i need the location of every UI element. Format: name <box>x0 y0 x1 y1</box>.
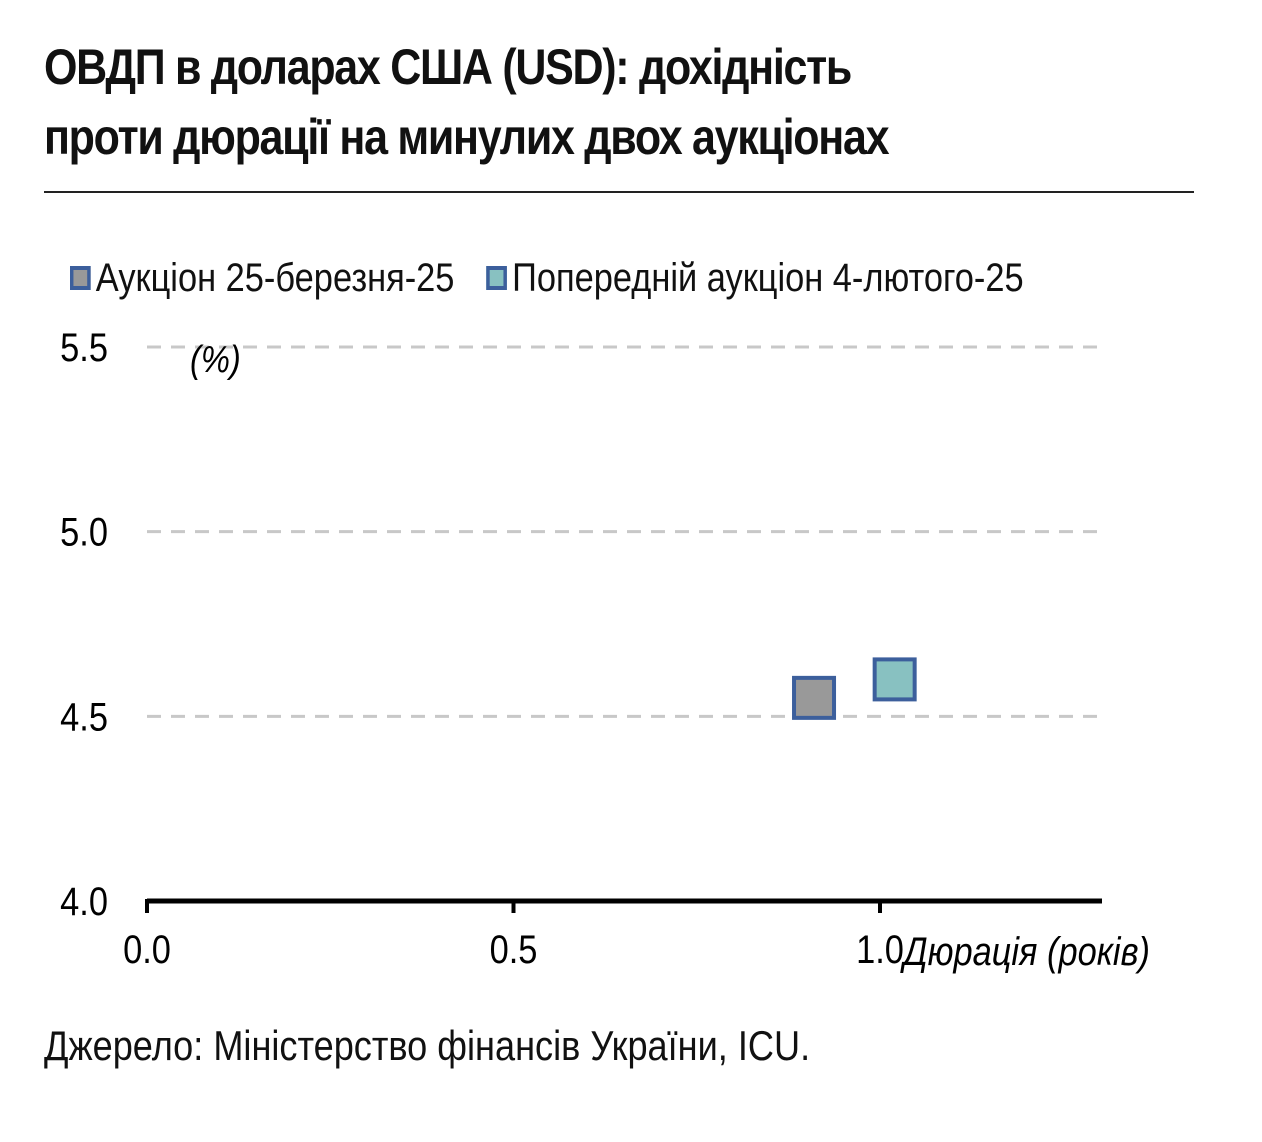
y-tick-label: 4.0 <box>60 879 108 924</box>
chart-title-line-2: проти дюрації на минулих двох аукціонах <box>44 109 890 165</box>
y-tick-label: 4.5 <box>60 694 108 739</box>
y-tick-label: 5.5 <box>60 325 108 370</box>
chart-title: ОВДП в доларах США (USD): дохідність про… <box>44 32 1033 172</box>
scatter-chart: 4.0 4.5 5.0 5.5 0.0 0.5 1.0 (%) Дюрація (рокі… <box>60 325 1150 974</box>
grid-lines <box>147 345 1102 718</box>
source-note: Джерело: Міністерство фінансів України, … <box>44 1022 811 1069</box>
legend-swatch-february <box>486 266 508 290</box>
legend-label-march: Аукціон 25-березня-25 <box>95 255 455 300</box>
y-axis-ticks: 4.0 4.5 5.0 5.5 <box>60 325 108 924</box>
point-march-auction <box>792 675 837 720</box>
legend-item-march: Аукціон 25-березня-25 <box>70 256 454 301</box>
chart-title-line-1: ОВДП в доларах США (USD): дохідність <box>44 39 852 95</box>
legend-label-february: Попередній аукціон 4-лютого-25 <box>512 255 1024 300</box>
legend-swatch-march <box>70 266 91 290</box>
x-tick-label: 1.0 <box>856 927 904 972</box>
title-divider <box>44 191 1194 193</box>
x-axis: 0.0 0.5 1.0 <box>123 898 1102 972</box>
x-axis-label: Дюрація (років) <box>900 929 1150 974</box>
x-tick-label: 0.0 <box>123 927 171 972</box>
y-axis-label: (%) <box>190 338 241 381</box>
point-february-auction <box>872 657 917 702</box>
y-tick-label: 5.0 <box>60 509 108 554</box>
legend-item-february: Попередній аукціон 4-лютого-25 <box>486 255 1024 301</box>
data-points <box>792 657 917 720</box>
x-tick-label: 0.5 <box>490 927 538 972</box>
chart-legend: Аукціон 25-березня-25 Попередній аукціон… <box>70 255 1046 301</box>
